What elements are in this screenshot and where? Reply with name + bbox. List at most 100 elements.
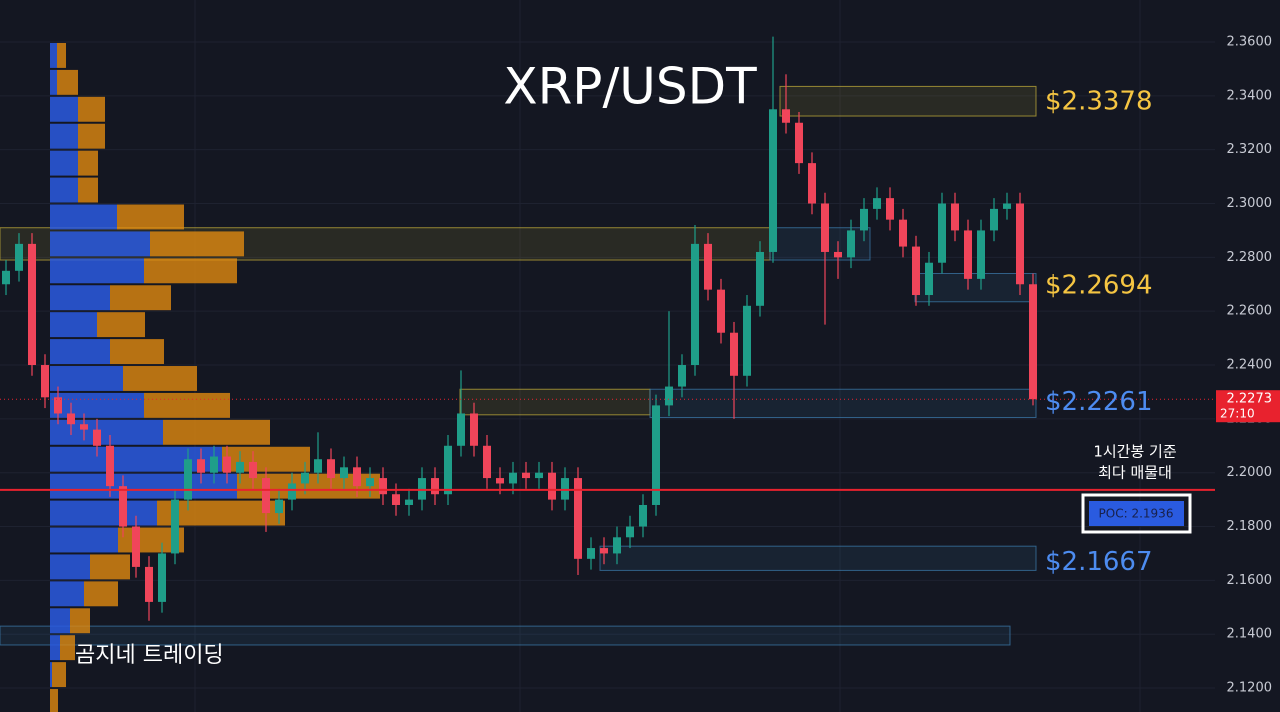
y-tick-label: 2.3400 xyxy=(1227,88,1273,103)
vp-sell xyxy=(70,608,90,634)
candle-body xyxy=(639,504,647,527)
vp-buy xyxy=(50,285,110,311)
candle-body xyxy=(93,429,101,446)
poc-label: POC: 2.1936 xyxy=(1099,507,1174,521)
poc-box xyxy=(1081,493,1192,534)
vp-buy xyxy=(50,150,78,176)
vp-sell xyxy=(163,419,270,445)
candle-body xyxy=(756,251,764,306)
vp-buy xyxy=(50,69,57,95)
candle-body xyxy=(535,472,543,479)
vp-buy xyxy=(50,446,222,472)
vp-sell xyxy=(60,635,75,661)
poc-note: 1시간봉 기준 xyxy=(1093,443,1177,461)
vp-sell xyxy=(57,69,78,95)
vp-sell xyxy=(78,150,98,176)
candle-body xyxy=(600,548,608,554)
candle-body xyxy=(197,459,205,473)
price-annotation: $2.3378 xyxy=(1045,86,1153,116)
vp-sell xyxy=(52,662,66,688)
candle-body xyxy=(834,251,842,258)
zone xyxy=(0,625,1011,646)
candle-body xyxy=(275,499,283,514)
candle-body xyxy=(717,289,725,333)
vp-sell xyxy=(123,366,197,391)
vp-buy xyxy=(50,662,52,688)
candle-body xyxy=(886,198,894,220)
candle-body xyxy=(873,198,881,209)
candle-body xyxy=(990,208,998,231)
last-price-label: 2.2273 xyxy=(1227,392,1273,407)
vp-sell xyxy=(50,689,58,712)
y-tick-label: 2.2600 xyxy=(1227,304,1273,319)
vp-sell xyxy=(117,204,184,230)
candle-body xyxy=(938,203,946,263)
vp-sell xyxy=(57,42,66,68)
y-tick-label: 2.1600 xyxy=(1227,573,1273,588)
zone xyxy=(459,388,651,416)
candle-body xyxy=(704,243,712,290)
candle-body xyxy=(925,262,933,296)
candle-body xyxy=(964,230,972,279)
price-annotation: $2.1667 xyxy=(1045,547,1153,577)
vp-buy xyxy=(50,366,123,391)
candle-body xyxy=(522,472,530,479)
candle-body xyxy=(132,526,140,567)
vp-buy xyxy=(50,258,144,284)
y-tick-label: 2.1200 xyxy=(1227,681,1273,696)
vp-buy xyxy=(50,231,150,257)
vp-sell xyxy=(78,177,98,203)
candle-body xyxy=(899,219,907,247)
candle-body xyxy=(1003,203,1011,209)
candle-body xyxy=(509,472,517,484)
vp-buy xyxy=(50,42,57,68)
zone xyxy=(599,545,1037,571)
candle-body xyxy=(392,494,400,505)
vp-buy xyxy=(50,635,60,661)
candle-body xyxy=(249,461,257,479)
candle-body xyxy=(379,478,387,495)
candle-body xyxy=(80,424,88,430)
candle-body xyxy=(665,386,673,406)
candle-body xyxy=(171,499,179,554)
vp-buy xyxy=(50,392,144,418)
vp-sell xyxy=(144,258,237,284)
candle-body xyxy=(769,109,777,252)
y-tick-label: 2.1400 xyxy=(1227,627,1273,642)
candle-body xyxy=(301,472,309,484)
vp-buy xyxy=(50,500,157,526)
vp-buy xyxy=(50,554,90,580)
vp-buy xyxy=(50,312,97,338)
candle-body xyxy=(795,122,803,164)
candle-body xyxy=(54,397,62,414)
y-tick-label: 2.3000 xyxy=(1227,196,1273,211)
candle-body xyxy=(2,270,10,285)
vp-buy xyxy=(50,527,118,553)
vp-buy xyxy=(50,419,163,445)
vp-buy xyxy=(50,339,110,365)
candle-body xyxy=(678,365,686,387)
vp-buy xyxy=(50,608,70,634)
candle-body xyxy=(548,472,556,500)
y-tick-label: 2.3600 xyxy=(1227,34,1273,49)
candle-body xyxy=(405,499,413,505)
candle-body xyxy=(28,243,36,366)
candle-body xyxy=(262,478,270,514)
y-tick-label: 2.2400 xyxy=(1227,358,1273,373)
candle-body xyxy=(847,230,855,258)
candle-body xyxy=(730,332,738,376)
vp-sell xyxy=(144,392,230,418)
price-annotation: $2.2261 xyxy=(1045,387,1153,417)
poc-tag xyxy=(1089,501,1184,526)
zone xyxy=(649,388,1037,419)
candle-body xyxy=(587,548,595,559)
candle-body xyxy=(808,163,816,204)
vp-buy xyxy=(50,123,78,149)
candle-body xyxy=(288,483,296,500)
candle-body xyxy=(496,478,504,484)
candle-body xyxy=(652,405,660,505)
y-tick-label: 2.2000 xyxy=(1227,465,1273,480)
candle-body xyxy=(457,413,465,446)
